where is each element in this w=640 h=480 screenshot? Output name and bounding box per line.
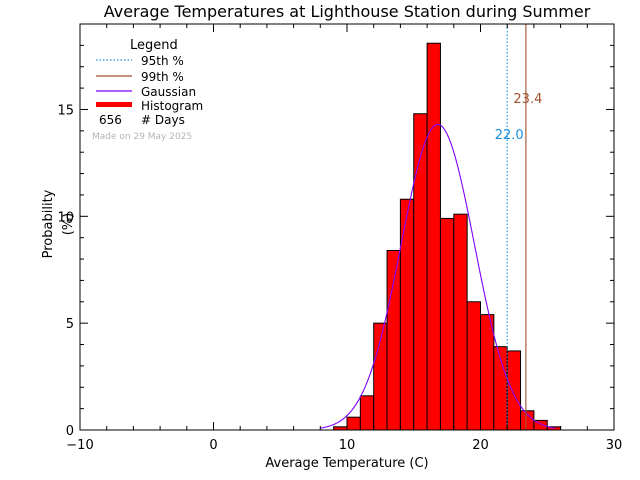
gaussian-curve — [320, 123, 556, 429]
made-on-annotation: Made on 29 May 2025 — [92, 132, 192, 142]
histogram-bar — [426, 42, 441, 431]
histogram-bar — [439, 217, 455, 431]
legend-label-histogram: Histogram — [141, 99, 203, 113]
histogram-bar — [453, 213, 468, 431]
chart-title: Average Temperatures at Lighthouse Stati… — [104, 2, 591, 21]
x-tick-label: 10 — [339, 438, 356, 453]
x-axis-label: Average Temperature (C) — [265, 456, 428, 471]
legend-label-95th: 95th % — [141, 54, 184, 68]
histogram-bar — [506, 350, 522, 431]
histogram-bar — [386, 250, 401, 431]
y-tick-label: 15 — [57, 103, 74, 118]
y-tick-label: 5 — [66, 317, 74, 332]
legend-label-99th: 99th % — [141, 70, 184, 84]
histogram-bar — [346, 416, 361, 431]
legend: Legend 95th % 99th % Gaussian Histogram … — [96, 38, 203, 127]
histogram-bar — [480, 314, 495, 431]
x-tick-label: −10 — [66, 438, 93, 453]
y-axis-label-line2: (%) — [61, 213, 76, 236]
y-axis-label-line1: Probability — [41, 189, 56, 258]
percentile-95-label: 22.0 — [495, 128, 524, 143]
y-tick-label: 10 — [57, 210, 74, 225]
legend-label-gaussian: Gaussian — [141, 85, 196, 99]
percentile-99-label: 23.4 — [513, 92, 542, 107]
legend-title: Legend — [130, 38, 178, 53]
histogram-bar — [399, 198, 415, 431]
histogram-bar — [359, 395, 375, 431]
x-tick-label: 30 — [606, 438, 623, 453]
legend-swatch-histogram — [96, 102, 132, 107]
histogram-bar — [466, 301, 481, 431]
x-tick-label: 0 — [209, 438, 217, 453]
legend-count: 656 — [99, 113, 122, 127]
legend-count-label: # Days — [141, 113, 185, 127]
x-tick-label: 20 — [472, 438, 489, 453]
histogram-bar — [413, 113, 428, 431]
y-tick-label: 0 — [66, 424, 74, 439]
